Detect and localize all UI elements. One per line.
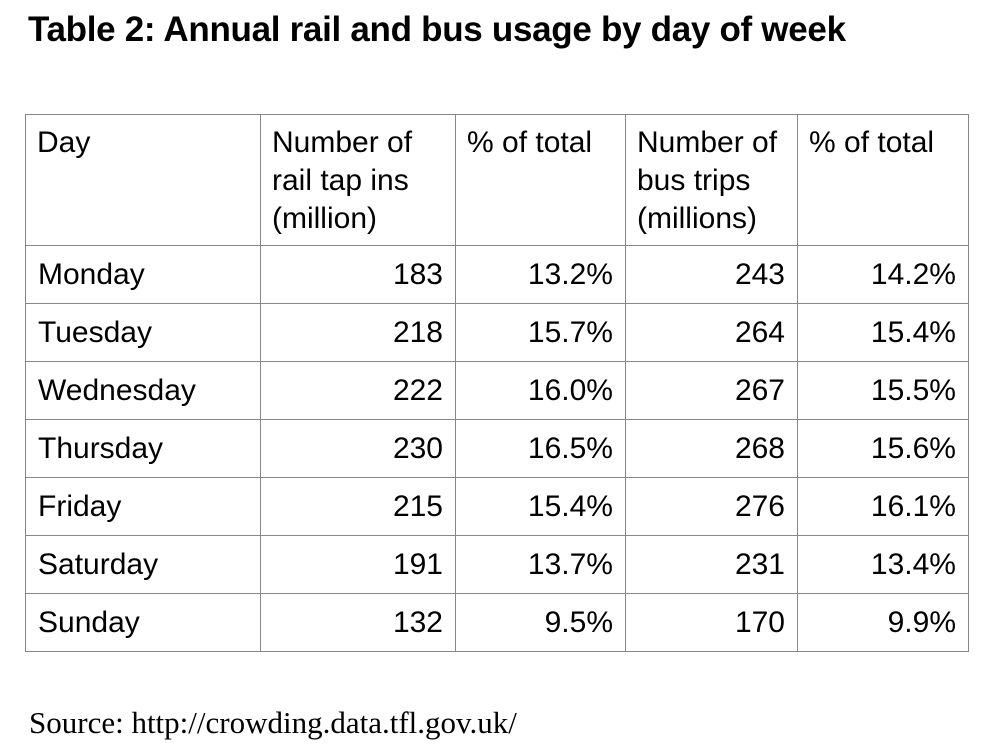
cell-rail-pct: 15.4% (455, 477, 626, 537)
col-header-rail-tap-ins: Number of rail tap ins (million) (260, 113, 456, 247)
cell-day: Thursday (25, 419, 261, 479)
table-row-tuesday: Tuesday 218 15.7% 264 15.4% (25, 303, 969, 363)
table-row-sunday: Sunday 132 9.5% 170 9.9% (25, 593, 969, 653)
usage-table: Day Number of rail tap ins (million) % o… (25, 113, 969, 653)
cell-day: Friday (25, 477, 261, 537)
cell-bus-pct: 15.5% (797, 361, 969, 421)
source-text: Source: http://crowding.data.tfl.gov.uk/ (29, 705, 517, 741)
cell-rail-pct: 13.7% (455, 535, 626, 595)
col-header-bus-trips: Number of bus trips (millions) (625, 113, 798, 247)
col-header-day: Day (25, 113, 261, 247)
cell-day: Saturday (25, 535, 261, 595)
cell-bus-trips: 264 (625, 303, 798, 363)
table-body: Monday 183 13.2% 243 14.2% Tuesday 218 1… (25, 245, 969, 653)
col-header-bus-pct: % of total (797, 113, 969, 247)
cell-bus-trips: 243 (625, 245, 798, 305)
header-row: Day Number of rail tap ins (million) % o… (25, 113, 969, 247)
table-row-saturday: Saturday 191 13.7% 231 13.4% (25, 535, 969, 595)
table-row-wednesday: Wednesday 222 16.0% 267 15.5% (25, 361, 969, 421)
cell-rail-pct: 16.0% (455, 361, 626, 421)
cell-rail-pct: 16.5% (455, 419, 626, 479)
table-row-monday: Monday 183 13.2% 243 14.2% (25, 245, 969, 305)
cell-bus-pct: 15.4% (797, 303, 969, 363)
cell-rail-tap-ins: 132 (260, 593, 456, 653)
cell-bus-trips: 276 (625, 477, 798, 537)
cell-bus-pct: 16.1% (797, 477, 969, 537)
cell-day: Sunday (25, 593, 261, 653)
cell-bus-pct: 15.6% (797, 419, 969, 479)
cell-bus-trips: 267 (625, 361, 798, 421)
table-row-thursday: Thursday 230 16.5% 268 15.6% (25, 419, 969, 479)
cell-rail-tap-ins: 191 (260, 535, 456, 595)
cell-bus-trips: 268 (625, 419, 798, 479)
cell-rail-tap-ins: 215 (260, 477, 456, 537)
cell-rail-pct: 9.5% (455, 593, 626, 653)
cell-rail-tap-ins: 222 (260, 361, 456, 421)
cell-day: Monday (25, 245, 261, 305)
cell-rail-pct: 15.7% (455, 303, 626, 363)
cell-bus-pct: 9.9% (797, 593, 969, 653)
cell-rail-tap-ins: 218 (260, 303, 456, 363)
page-title: Table 2: Annual rail and bus usage by da… (28, 10, 846, 49)
table-row-friday: Friday 215 15.4% 276 16.1% (25, 477, 969, 537)
cell-rail-tap-ins: 230 (260, 419, 456, 479)
cell-rail-tap-ins: 183 (260, 245, 456, 305)
cell-day: Wednesday (25, 361, 261, 421)
cell-rail-pct: 13.2% (455, 245, 626, 305)
cell-bus-pct: 14.2% (797, 245, 969, 305)
cell-bus-trips: 170 (625, 593, 798, 653)
cell-bus-pct: 13.4% (797, 535, 969, 595)
cell-day: Tuesday (25, 303, 261, 363)
table-header: Day Number of rail tap ins (million) % o… (25, 113, 969, 247)
col-header-rail-pct: % of total (455, 113, 626, 247)
cell-bus-trips: 231 (625, 535, 798, 595)
